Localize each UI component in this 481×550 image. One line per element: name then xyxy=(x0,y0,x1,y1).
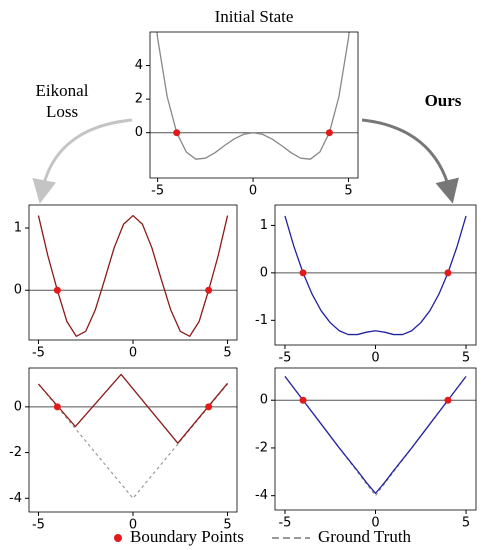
x-tick-label: 5 xyxy=(223,346,231,361)
curve xyxy=(284,215,467,336)
x-tick-label: -5 xyxy=(32,518,45,533)
x-tick-label: -5 xyxy=(151,184,164,199)
boundary-point xyxy=(53,403,61,411)
arrow-right xyxy=(361,118,459,204)
boundary-point xyxy=(53,286,61,294)
x-tick-label: 5 xyxy=(462,516,470,531)
axes-frame xyxy=(274,204,477,346)
y-tick-label: 0 xyxy=(135,125,143,140)
y-tick-label: 2 xyxy=(135,92,143,107)
plot-area xyxy=(150,32,358,160)
y-tick-label: 1 xyxy=(260,218,268,233)
y-tick-label: 4 xyxy=(135,58,143,73)
x-tick-label: 0 xyxy=(249,184,257,199)
x-tick-label: 0 xyxy=(129,346,137,361)
annotation: Ours xyxy=(424,91,462,110)
y-tick-label: 0 xyxy=(260,265,268,280)
y-tick-label: -4 xyxy=(9,491,22,506)
boundary-point xyxy=(299,396,307,404)
y-tick-label: -4 xyxy=(255,488,268,503)
boundary-point xyxy=(205,403,213,411)
x-tick-label: 5 xyxy=(462,351,470,366)
ground-truth-line xyxy=(37,383,229,499)
y-tick-label: -1 xyxy=(255,313,268,328)
axes-frame xyxy=(274,367,477,511)
y-tick-label: 0 xyxy=(14,399,22,414)
chart-title: Initial State xyxy=(215,7,294,26)
x-tick-label: 0 xyxy=(371,351,379,366)
x-tick-label: 0 xyxy=(371,516,379,531)
x-tick-label: -5 xyxy=(278,516,291,531)
plot-area xyxy=(275,375,476,497)
plot-area xyxy=(29,214,237,337)
legend-label: Boundary Points xyxy=(130,527,244,546)
arrow-left xyxy=(32,118,133,204)
axes-frame xyxy=(28,204,238,341)
legend-label: Ground Truth xyxy=(318,527,412,546)
x-tick-label: 5 xyxy=(344,184,352,199)
annotation: Eikonal Loss xyxy=(35,81,89,121)
boundary-point xyxy=(444,269,452,277)
y-tick-label: 0 xyxy=(14,283,22,298)
y-tick-label: 1 xyxy=(14,221,22,236)
boundary-point xyxy=(444,396,452,404)
x-tick-label: 0 xyxy=(129,518,137,533)
axes-frame xyxy=(28,367,238,513)
boundary-point xyxy=(205,286,213,294)
legend-marker xyxy=(114,534,122,542)
curve xyxy=(156,32,350,160)
boundary-point xyxy=(299,269,307,277)
x-tick-label: -5 xyxy=(278,351,291,366)
boundary-point xyxy=(173,129,181,137)
x-tick-label: 5 xyxy=(223,518,231,533)
plot-area xyxy=(29,373,237,499)
y-tick-label: -2 xyxy=(255,440,268,455)
x-tick-label: -5 xyxy=(32,346,45,361)
curve xyxy=(37,214,229,337)
boundary-point xyxy=(325,129,333,137)
ground-truth-line xyxy=(284,375,467,497)
y-tick-label: -2 xyxy=(9,445,22,460)
curve xyxy=(284,375,467,494)
y-tick-label: 0 xyxy=(260,393,268,408)
curve xyxy=(37,373,229,444)
axes-frame xyxy=(149,31,359,179)
plot-area xyxy=(275,215,476,336)
